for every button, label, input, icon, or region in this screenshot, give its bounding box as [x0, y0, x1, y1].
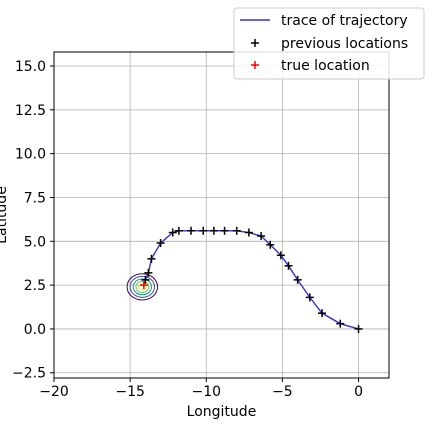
previous-location-marker [209, 226, 218, 235]
previous-location-marker [276, 251, 285, 260]
x-tick-label: 0 [354, 384, 363, 400]
x-tick-label: −5 [272, 384, 293, 400]
previous-location-marker [147, 254, 156, 263]
y-tick-label: 15.0 [15, 59, 46, 75]
y-tick-label: 7.5 [24, 190, 46, 206]
trajectory-line [144, 230, 359, 330]
previous-location-marker [156, 239, 165, 248]
previous-location-marker [266, 240, 275, 249]
previous-location-marker [284, 261, 293, 270]
previous-location-marker [293, 275, 302, 284]
legend-plus-black [251, 39, 259, 47]
series [139, 226, 363, 333]
axis-ticks: −20 −15 −10 −5 0 −2.5 0.0 2.5 5.0 7.5 10.0 12.5 15.0 [12, 59, 363, 400]
grid [53, 52, 389, 378]
previous-location-marker [220, 226, 229, 235]
contour-level [135, 280, 150, 293]
previous-location-marker [174, 226, 183, 235]
y-tick-label: 12.5 [15, 103, 46, 119]
legend-box [233, 7, 425, 80]
contour-level [132, 278, 152, 296]
y-tick-label: 2.5 [24, 278, 46, 294]
x-tick-label: −10 [191, 384, 221, 400]
previous-location-marker [199, 226, 208, 235]
x-tick-label: −20 [39, 384, 69, 400]
previous-location-marker [336, 319, 345, 328]
y-axis-label: Latitude [0, 186, 10, 244]
previous-location-marker [232, 226, 241, 235]
previous-location-marker [144, 268, 153, 277]
contour-level [138, 283, 147, 291]
contour-level [126, 273, 159, 301]
y-tick-label: −2.5 [12, 366, 46, 382]
legend-plus-red [251, 61, 259, 69]
legend-label-trace: trace of trajectory [281, 13, 408, 29]
x-tick-label: −15 [115, 384, 145, 400]
previous-location-marker [244, 228, 253, 237]
legend-label-true: true location [281, 58, 370, 74]
previous-location-marker [187, 226, 196, 235]
plot-frame [53, 51, 390, 379]
previous-location-marker [354, 324, 363, 333]
previous-location-marker [305, 293, 314, 302]
x-axis-label: Longitude [187, 404, 257, 420]
legend-marker-true [251, 61, 259, 69]
true-location-marker [139, 281, 148, 290]
density-contours [126, 273, 159, 301]
legend-label-previous: previous locations [281, 36, 408, 52]
legend-marker-previous [251, 39, 259, 47]
legend: trace of trajectory previous locations t… [233, 7, 425, 80]
y-tick-label: 10.0 [15, 147, 46, 163]
previous-location-marker [318, 309, 326, 318]
contour-level [129, 275, 155, 298]
previous-location-marker [257, 232, 266, 241]
previous-location-marker [168, 228, 177, 237]
y-tick-label: 5.0 [24, 234, 46, 250]
y-tick-label: 0.0 [24, 322, 46, 338]
previous-location-marker [141, 275, 150, 284]
